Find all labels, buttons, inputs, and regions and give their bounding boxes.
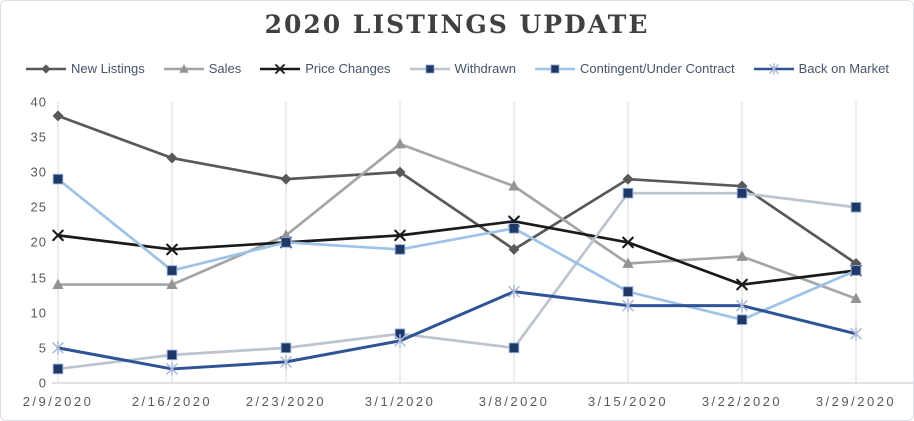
y-axis-tick-label: 25 bbox=[30, 199, 47, 215]
x-axis-label: 3/1/2020 bbox=[364, 394, 436, 409]
diamond-marker-icon bbox=[26, 63, 67, 74]
series-sales bbox=[52, 137, 862, 304]
series-contingent-under-contract bbox=[52, 173, 862, 325]
y-axis-tick-label: 20 bbox=[30, 234, 47, 250]
series-price-changes bbox=[52, 215, 862, 291]
x-axis-label: 2/23/2020 bbox=[245, 394, 327, 409]
legend-label: Back on Market bbox=[798, 61, 889, 76]
x-marker-icon bbox=[260, 63, 301, 74]
y-axis-tick-label: 35 bbox=[30, 129, 47, 145]
x-axis-label: 2/16/2020 bbox=[131, 394, 213, 409]
x-axis-label: 3/22/2020 bbox=[701, 394, 783, 409]
legend-item-back-on-market: Back on Market bbox=[753, 61, 889, 76]
y-axis-tick-label: 0 bbox=[38, 375, 47, 391]
legend-item-contingent-under-contract: Contingent/Under Contract bbox=[534, 61, 735, 76]
x-axis-label: 3/29/2020 bbox=[815, 394, 897, 409]
x-axis-label: 3/15/2020 bbox=[587, 394, 669, 409]
series-back-on-market bbox=[52, 284, 862, 376]
square-marker-icon bbox=[409, 64, 450, 73]
legend-item-withdrawn: Withdrawn bbox=[409, 61, 516, 76]
chart-title: 2020 LISTINGS UPDATE bbox=[264, 10, 650, 39]
legend-item-sales: Sales bbox=[163, 61, 242, 76]
y-axis-tick-label: 40 bbox=[30, 94, 47, 110]
x-axis-label: 3/8/2020 bbox=[478, 394, 550, 409]
star-marker-icon bbox=[753, 62, 794, 75]
legend-label: Contingent/Under Contract bbox=[579, 61, 735, 76]
y-axis-tick-label: 5 bbox=[38, 340, 47, 356]
legend-label: Price Changes bbox=[305, 61, 391, 76]
square-marker-icon bbox=[534, 64, 575, 73]
series-withdrawn bbox=[52, 187, 862, 375]
legend-label: Sales bbox=[208, 61, 242, 76]
legend-item-price-changes: Price Changes bbox=[259, 61, 391, 76]
x-axis-label: 2/9/2020 bbox=[22, 394, 94, 409]
legend-item-new-listings: New Listings bbox=[25, 61, 145, 76]
chart-legend: New Listings Sales Price Changes Withdrawn C… bbox=[1, 61, 913, 76]
legend-label: New Listings bbox=[71, 61, 145, 76]
y-axis-tick-label: 10 bbox=[30, 305, 47, 321]
y-axis-tick-label: 15 bbox=[30, 270, 47, 286]
triangle-marker-icon bbox=[163, 63, 204, 73]
y-axis-tick-label: 30 bbox=[30, 164, 47, 180]
legend-label: Withdrawn bbox=[454, 61, 516, 76]
series-new-listings bbox=[52, 110, 862, 269]
